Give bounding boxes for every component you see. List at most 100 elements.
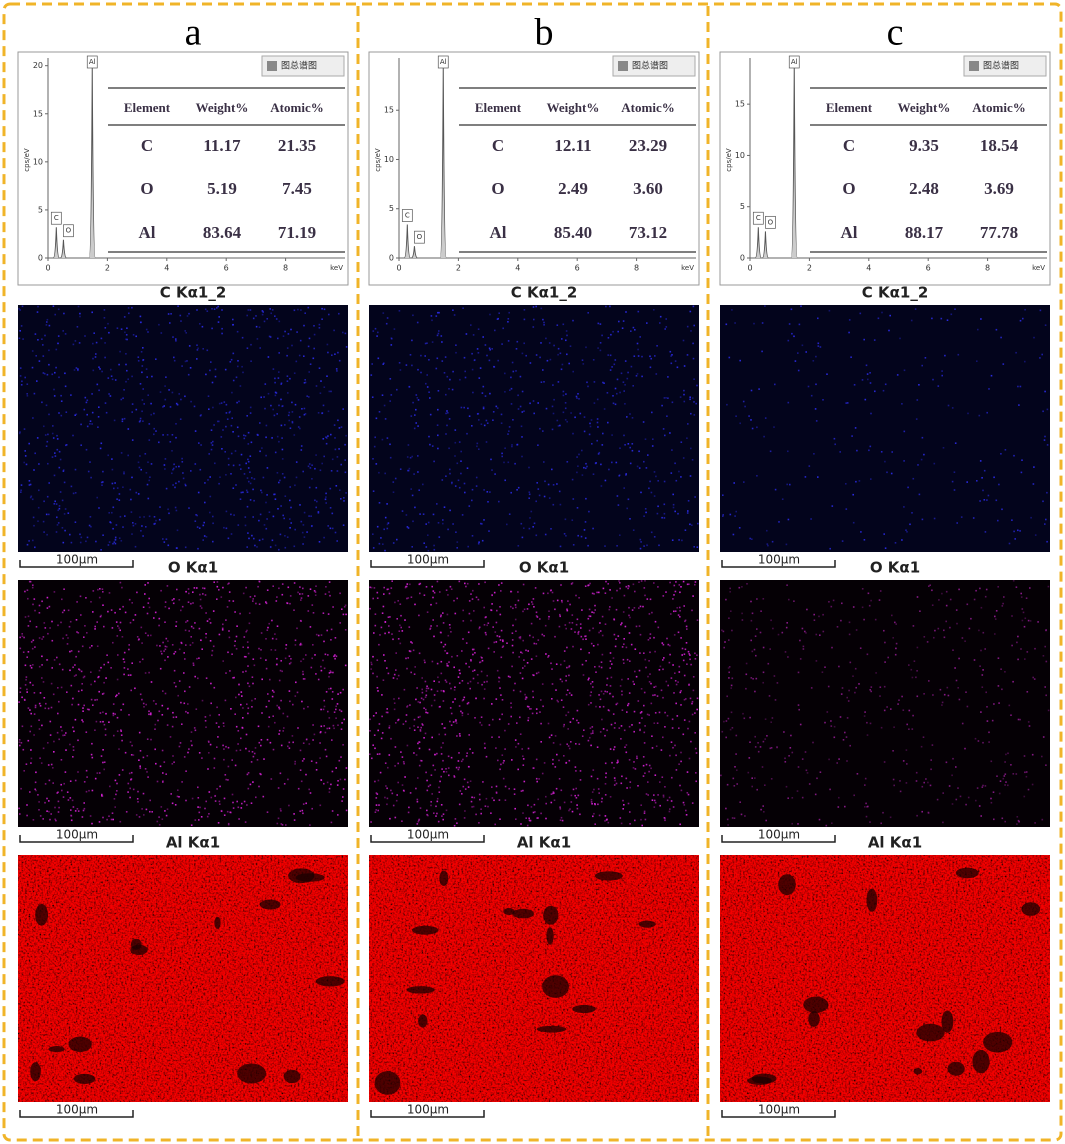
map-dot (461, 650, 463, 652)
map-dot (321, 318, 323, 320)
map-dot (112, 818, 114, 821)
map-dot (277, 337, 279, 340)
map-dot (278, 679, 281, 682)
map-dot (676, 715, 679, 717)
map-dot (577, 534, 579, 537)
table-cell: 5.19 (207, 179, 237, 198)
map-dot (838, 758, 840, 760)
map-dot (484, 631, 487, 634)
map-dot (866, 734, 869, 736)
map-dot (268, 335, 271, 338)
map-dot (595, 705, 597, 708)
map-dot (162, 780, 164, 782)
map-dot (379, 771, 382, 774)
map-dot (170, 313, 172, 315)
map-dot (456, 735, 458, 737)
map-dot (81, 719, 83, 721)
map-dot (89, 423, 91, 425)
map-dot (459, 672, 461, 675)
map-dot (913, 660, 916, 662)
map-dot (29, 664, 32, 667)
map-dot (597, 803, 599, 806)
map-dot (314, 467, 316, 470)
map-dot (501, 343, 503, 345)
map-dot (242, 707, 244, 709)
map-dot (641, 355, 643, 358)
map-dot (453, 776, 456, 778)
map-dot (173, 761, 175, 763)
map-dot (594, 803, 596, 806)
map-dot (689, 396, 691, 398)
map-dot (340, 756, 342, 758)
map-dot (222, 744, 224, 747)
map-dot (88, 789, 90, 792)
map-dot (988, 388, 990, 390)
map-dot (415, 787, 417, 790)
map-dot (180, 609, 182, 612)
map-dot (594, 604, 596, 607)
map-dot (272, 715, 274, 717)
map-dot (920, 458, 923, 461)
map-dot (526, 824, 529, 827)
map-dot (186, 315, 189, 317)
map-dot (33, 392, 36, 395)
map-dot (19, 330, 21, 332)
map-dot (450, 724, 453, 726)
map-dot (308, 396, 310, 398)
map-dot (320, 779, 323, 781)
map-dot (998, 702, 1000, 704)
map-dot (961, 722, 964, 725)
map-dot (320, 665, 322, 668)
map-dot (440, 614, 442, 616)
map-dot (960, 516, 963, 518)
map-dot (435, 805, 437, 808)
map-dot (390, 737, 392, 740)
map-dot (76, 631, 78, 633)
map-dot (62, 734, 64, 737)
map-dot (639, 712, 642, 714)
map-dot (620, 822, 623, 825)
map-dot (987, 494, 990, 497)
spectrum-peak (60, 239, 67, 259)
map-dot (438, 311, 440, 314)
map-dot (276, 472, 279, 474)
map-dot (980, 711, 982, 713)
map-dot (486, 354, 488, 357)
map-dot (597, 643, 599, 646)
map-dot (442, 519, 444, 521)
map-dot (785, 626, 788, 629)
map-dot (315, 761, 318, 764)
map-dot (517, 768, 519, 771)
map-dot (903, 506, 905, 508)
table-cell: 18.54 (980, 136, 1019, 155)
peak-label-box (401, 209, 413, 222)
map-dot (125, 338, 127, 341)
map-dot (32, 516, 35, 519)
map-dot (330, 687, 332, 690)
map-dot (458, 580, 461, 583)
map-dot (631, 724, 633, 726)
map-dot (328, 688, 330, 690)
map-dot (777, 633, 780, 636)
map-dot (634, 590, 636, 593)
map-dot (998, 792, 1001, 795)
map-dot (393, 702, 396, 704)
map-dot (191, 744, 193, 747)
map-dot (635, 375, 638, 377)
map-dot (276, 596, 278, 598)
map-dot (901, 403, 903, 405)
map-dot (634, 768, 637, 770)
map-dot (662, 696, 664, 699)
map-dot (604, 592, 607, 594)
map-dot (81, 689, 83, 692)
map-dot (417, 701, 420, 703)
map-dot (261, 447, 263, 449)
map-dot (540, 342, 542, 344)
map-dot (95, 540, 97, 543)
map-dot (435, 815, 437, 817)
map-dot (370, 374, 373, 376)
map-dot (165, 538, 168, 540)
map-dot (288, 741, 291, 744)
map-dot (382, 543, 384, 545)
map-dot (538, 494, 541, 497)
